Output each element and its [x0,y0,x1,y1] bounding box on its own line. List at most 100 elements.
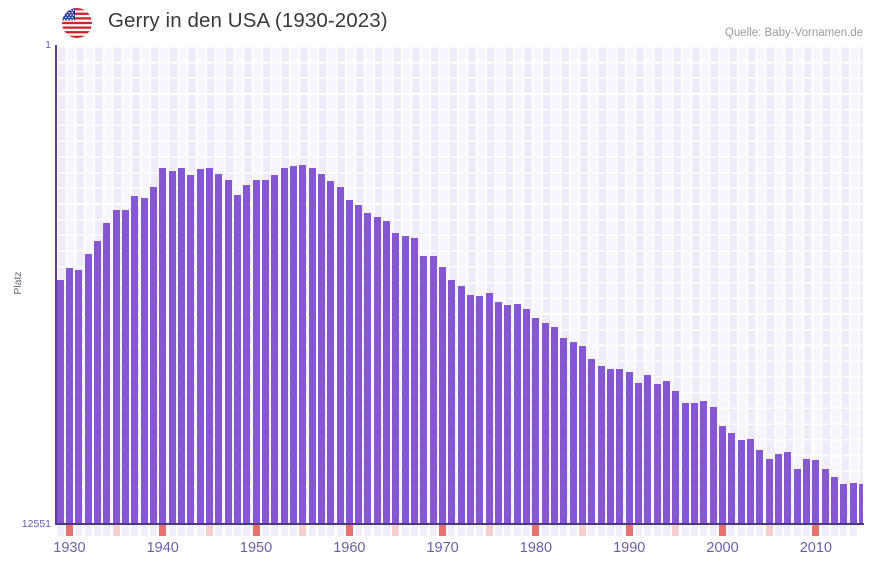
bar[interactable] [793,469,801,524]
bar[interactable] [131,196,139,524]
bar[interactable] [607,369,615,524]
bar[interactable] [849,483,857,524]
bar[interactable] [663,381,671,524]
tick-mark-blank [597,525,605,536]
bar[interactable] [579,346,587,524]
bar[interactable] [625,372,633,524]
bar[interactable] [467,295,475,524]
bar[interactable] [691,403,699,524]
bar[interactable] [765,459,773,524]
bar[interactable] [653,384,661,524]
bar[interactable] [439,267,447,524]
bar[interactable] [75,270,83,524]
bar[interactable] [103,223,111,524]
bar[interactable] [364,213,372,524]
bar[interactable] [532,318,540,524]
bar[interactable] [233,195,241,524]
bar[interactable] [784,452,792,524]
bar[interactable] [457,286,465,524]
bar[interactable] [812,460,820,524]
bar[interactable] [261,180,269,524]
bar[interactable] [299,165,307,524]
x-axis-line [55,523,864,525]
bar[interactable] [821,469,829,524]
bar[interactable] [541,323,549,524]
bar[interactable] [243,185,251,524]
bar[interactable] [205,168,213,524]
bar[interactable] [336,187,344,524]
bar[interactable] [168,171,176,524]
bar[interactable] [681,403,689,524]
bar[interactable] [448,280,456,524]
tick-mark-half-decade [672,525,680,536]
bar[interactable] [93,241,101,524]
bar[interactable] [672,391,680,524]
bar[interactable] [383,221,391,524]
bar[interactable] [289,166,297,524]
tick-mark-blank [821,525,829,536]
bar[interactable] [747,439,755,524]
bar[interactable] [177,168,185,524]
bar[interactable] [224,180,232,524]
bar[interactable] [803,459,810,524]
bar[interactable] [308,168,316,524]
bar[interactable] [140,198,148,524]
bar[interactable] [252,180,260,524]
bar[interactable] [513,304,521,524]
bar[interactable] [327,181,335,524]
bar[interactable] [588,359,596,524]
bar[interactable] [775,454,782,524]
bar[interactable] [429,256,437,524]
bar[interactable] [159,168,167,524]
bar[interactable] [560,338,568,524]
bar[interactable] [700,401,708,524]
bar[interactable] [187,175,195,524]
bar[interactable] [420,256,428,524]
bar[interactable] [411,238,419,524]
bar[interactable] [523,309,531,524]
bar[interactable] [830,477,838,524]
bar[interactable] [317,174,325,524]
bar[interactable] [569,342,577,524]
bar[interactable] [392,233,400,524]
tick-mark-blank [103,525,111,536]
bar[interactable] [355,205,363,524]
y-axis-top-tick-label: 1 [45,39,51,51]
bar[interactable] [121,210,129,524]
bar[interactable] [551,327,559,524]
bar[interactable] [280,168,288,524]
bar[interactable] [345,200,353,524]
bar[interactable] [149,187,157,524]
tick-mark-blank [224,525,232,536]
bar[interactable] [196,169,204,524]
tick-mark-blank [383,525,391,536]
tick-mark-half-decade [485,525,493,536]
bar[interactable] [635,383,643,524]
bar[interactable] [65,268,73,524]
bar[interactable] [616,369,624,524]
bar[interactable] [112,210,120,524]
bar[interactable] [56,280,64,524]
bar[interactable] [485,293,493,524]
bar[interactable] [215,174,223,524]
bar[interactable] [728,433,736,524]
tick-mark-decade [719,525,727,536]
bar[interactable] [84,254,92,524]
bar[interactable] [840,484,848,524]
bar[interactable] [858,484,863,524]
bar[interactable] [495,302,503,524]
tick-mark-blank [196,525,204,536]
bar[interactable] [401,236,409,524]
bar[interactable] [756,450,764,524]
bar[interactable] [719,426,727,524]
bar[interactable] [476,296,484,524]
bar[interactable] [504,305,512,524]
bar[interactable] [737,440,745,524]
bar[interactable] [597,366,605,524]
bar[interactable] [709,407,717,524]
tick-mark-blank [635,525,643,536]
bar[interactable] [271,175,279,524]
x-axis-tick-label: 1990 [613,540,646,556]
bar[interactable] [644,375,652,524]
bar[interactable] [373,217,381,524]
